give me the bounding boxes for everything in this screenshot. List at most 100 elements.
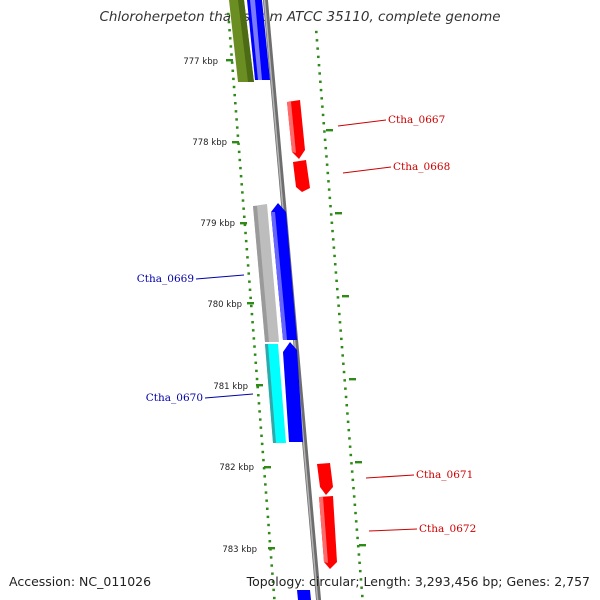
gene-label-ctha-0669: Ctha_0669 bbox=[137, 273, 194, 285]
inner-tick-dot bbox=[261, 450, 265, 454]
ruler-major-tick bbox=[256, 384, 263, 387]
outer-tick-dot bbox=[329, 204, 332, 208]
genes-value: 2,757 bbox=[554, 574, 590, 589]
outer-tick-dot bbox=[348, 445, 352, 448]
callout-line-ctha-0669 bbox=[195, 274, 245, 280]
outer-tick-dot bbox=[344, 387, 347, 390]
length-label: Length: bbox=[363, 574, 411, 589]
inner-tick-dot bbox=[228, 29, 231, 32]
inner-tick-dot bbox=[251, 329, 255, 332]
inner-tick-dot bbox=[256, 385, 259, 389]
outer-tick-dot bbox=[322, 122, 326, 125]
inner-tick-dot bbox=[246, 256, 249, 259]
kbp-ruler-label: 778 kbp bbox=[192, 138, 227, 148]
outer-tick-dot bbox=[339, 329, 342, 332]
inner-tick-dot bbox=[250, 304, 253, 308]
ruler-major-tick bbox=[264, 466, 271, 469]
inner-tick-dot bbox=[264, 483, 267, 486]
inner-tick-dot bbox=[269, 556, 273, 559]
outer-tick-dot bbox=[353, 503, 357, 506]
kbp-ruler-label: 779 kbp bbox=[200, 219, 235, 229]
outer-tick-dot bbox=[352, 495, 356, 498]
inner-tick-dot bbox=[244, 231, 247, 235]
outer-tick-dot bbox=[361, 594, 364, 598]
outer-tick-dot bbox=[349, 453, 353, 457]
gene-label-ctha-0672: Ctha_0672 bbox=[419, 523, 476, 535]
map-title: Chloroherpeton thalassium ATCC 35110, co… bbox=[99, 9, 501, 25]
inner-tick-dot bbox=[266, 515, 270, 519]
inner-tick-dot bbox=[257, 402, 261, 405]
gene-feature-ctha-0668 bbox=[293, 160, 310, 192]
accession-label: Accession: bbox=[9, 574, 76, 589]
inner-tick-dot bbox=[260, 442, 264, 446]
outer-tick-dot bbox=[320, 97, 324, 100]
outer-tick-dot bbox=[323, 130, 326, 133]
inner-tick-dot bbox=[243, 223, 247, 227]
outer-tick-dot bbox=[350, 462, 353, 465]
inner-tick-dot bbox=[254, 361, 258, 364]
kbp-ruler-label: 781 kbp bbox=[213, 382, 248, 392]
outer-tick-dot bbox=[340, 345, 344, 349]
major-tick-mark bbox=[342, 295, 349, 298]
ruler-major-tick bbox=[232, 141, 239, 144]
outer-tick-dot bbox=[342, 370, 346, 374]
inner-tick-dot bbox=[251, 321, 254, 324]
outer-tick-dot bbox=[332, 246, 336, 249]
gene-label-ctha-0671: Ctha_0671 bbox=[416, 469, 473, 481]
gene-feature-ctha-0670-shade bbox=[265, 344, 276, 443]
major-tick-mark bbox=[335, 212, 342, 215]
outer-tick-dot bbox=[331, 229, 334, 233]
outer-tick-dot bbox=[346, 412, 349, 415]
outer-tick-dot bbox=[350, 470, 354, 473]
inner-tick-dot bbox=[246, 264, 250, 267]
outer-tick-dot bbox=[356, 536, 359, 540]
gene-feature-reverse-highlight bbox=[250, 0, 262, 80]
inner-tick-dot bbox=[235, 118, 238, 121]
outer-tick-dot bbox=[341, 354, 344, 357]
inner-tick-dot bbox=[232, 85, 236, 89]
inner-tick-dot bbox=[271, 580, 275, 583]
outer-tick-dot bbox=[319, 80, 322, 83]
kbp-ruler-label: 783 kbp bbox=[222, 545, 257, 555]
inner-tick-dot bbox=[227, 12, 230, 16]
outer-tick-dot bbox=[342, 362, 345, 365]
accession-info: Accession: NC_011026 bbox=[9, 574, 151, 589]
inner-tick-dot bbox=[241, 191, 244, 194]
inner-tick-dot bbox=[240, 183, 244, 186]
inner-tick-dot bbox=[252, 337, 256, 340]
outer-tick-dot bbox=[321, 105, 324, 108]
outer-tick-dot bbox=[345, 404, 349, 407]
inner-tick-dot bbox=[267, 531, 271, 535]
inner-tick-dot bbox=[257, 394, 260, 397]
outer-tick-dot bbox=[325, 163, 329, 166]
gene-features bbox=[229, 0, 337, 600]
inner-tick-dot bbox=[259, 426, 263, 429]
outer-tick-dot bbox=[329, 213, 333, 216]
topology-label: Topology: bbox=[246, 574, 306, 589]
kbp-ruler-label: 777 kbp bbox=[183, 57, 218, 67]
gene-feature-blue-2 bbox=[283, 342, 303, 442]
inner-tick-dot bbox=[234, 102, 237, 105]
genes-label: Genes: bbox=[506, 574, 551, 589]
inner-tick-dot bbox=[244, 239, 248, 243]
gene-label-ctha-0670: Ctha_0670 bbox=[146, 392, 203, 404]
inner-tick-dot bbox=[233, 93, 236, 97]
callout-line-ctha-0671 bbox=[365, 474, 415, 479]
outer-tick-dot bbox=[355, 528, 359, 531]
callout-line-ctha-0670 bbox=[204, 393, 254, 399]
outer-tick-dot bbox=[326, 171, 330, 175]
major-tick-mark bbox=[359, 544, 366, 547]
major-tick-mark bbox=[349, 378, 356, 381]
inner-tick-dot bbox=[248, 280, 251, 283]
inner-tick-dot bbox=[249, 296, 252, 300]
inner-tick-dot bbox=[260, 434, 263, 437]
outer-tick-dot bbox=[352, 486, 355, 490]
outer-tick-dot bbox=[335, 279, 338, 283]
gene-callouts: Ctha_0667 Ctha_0668 Ctha_0669 Ctha_0670 Ctha… bbox=[137, 114, 477, 535]
outer-tick-dot bbox=[333, 263, 337, 266]
outer-tick-dot bbox=[321, 113, 325, 117]
inner-tick-dot bbox=[253, 353, 257, 356]
outer-tick-dot bbox=[351, 478, 355, 482]
inner-tick-dot bbox=[250, 312, 254, 316]
